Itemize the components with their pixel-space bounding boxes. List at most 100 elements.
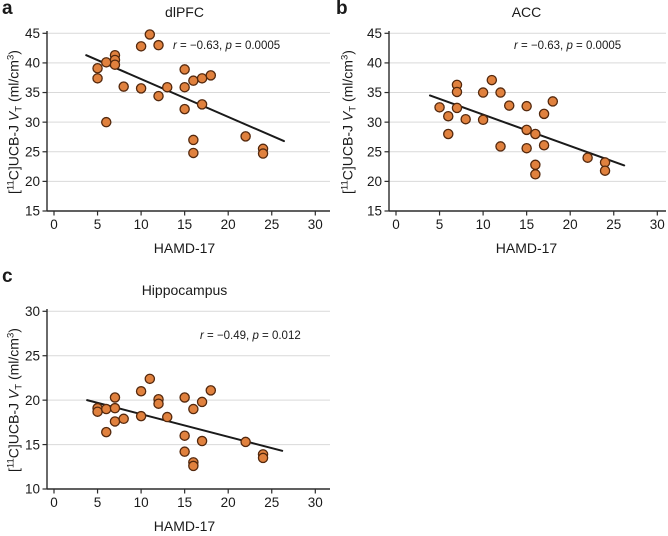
r-value: = −0.63, — [517, 40, 567, 52]
panel-dlpfc: a dlPFC 0 5 10 15 20 25 30 15 20 25 30 35 40 45 r = −… — [0, 0, 334, 268]
y-tick-label: 20 — [25, 393, 40, 408]
x-tick-label: 10 — [134, 495, 149, 510]
data-point — [135, 386, 147, 397]
data-point — [521, 124, 532, 136]
data-point — [179, 392, 190, 403]
label-part: (ml/cm — [339, 60, 356, 106]
label-part: [ — [5, 190, 22, 194]
x-axis-title: HAMD-17 — [153, 240, 216, 256]
data-point — [109, 416, 121, 427]
data-point — [477, 87, 489, 98]
data-point — [495, 87, 506, 98]
data-point — [179, 81, 190, 93]
unit-superscript: 3 — [5, 332, 17, 339]
y-tick-label: 40 — [367, 56, 382, 71]
data-point — [92, 62, 103, 74]
data-point — [188, 460, 199, 472]
data-point — [443, 128, 454, 140]
data-point — [521, 142, 532, 154]
x-tick-label: 0 — [50, 217, 58, 232]
data-point — [135, 41, 147, 52]
x-tick-label: 20 — [221, 217, 236, 232]
y-axis-title: [11C]UCB-J VT (ml/cm3) — [6, 50, 25, 194]
x-tick-label: 25 — [264, 495, 279, 510]
data-point — [451, 102, 463, 114]
chart-title: dlPFC — [165, 4, 204, 20]
panel-letter: c — [2, 266, 13, 287]
data-point — [188, 75, 199, 86]
y-tick-label: 25 — [25, 144, 40, 159]
data-point — [477, 114, 489, 126]
data-point — [161, 81, 173, 93]
data-point — [144, 373, 156, 385]
data-point — [179, 446, 190, 457]
y-tick-label: 20 — [367, 174, 382, 189]
y-tick-label: 25 — [25, 348, 40, 363]
p-symbol: p — [566, 40, 573, 52]
volume-symbol: V — [339, 111, 356, 122]
correlation-annotation: r = −0.63, p = 0.0005 — [173, 40, 280, 52]
x-tick-label: 15 — [519, 217, 534, 232]
data-point — [109, 392, 121, 403]
x-tick-label: 30 — [308, 495, 323, 510]
scatter-plot-svg: 0 5 10 15 20 25 30 15 20 25 30 35 40 45 — [367, 26, 666, 232]
label-part: [ — [5, 468, 22, 472]
data-point — [188, 147, 199, 159]
label-part: ) — [5, 328, 22, 333]
data-point — [503, 100, 515, 111]
data-point — [443, 110, 454, 122]
chart-title: Hippocampus — [141, 282, 228, 298]
x-tick-label: 30 — [650, 217, 665, 232]
x-tick-label: 10 — [134, 217, 149, 232]
data-point — [144, 29, 156, 40]
data-point — [109, 402, 121, 414]
data-point — [257, 452, 269, 464]
y-tick-label: 30 — [25, 304, 40, 319]
x-tick-label: 15 — [177, 217, 192, 232]
data-point — [188, 403, 199, 415]
data-point — [118, 413, 129, 425]
scatter-plot-svg: 0 5 10 15 20 25 30 10 15 20 25 30 — [25, 304, 330, 510]
data-point — [118, 81, 129, 92]
data-point — [495, 141, 506, 152]
data-point — [196, 99, 208, 110]
panel-letter: b — [336, 0, 348, 19]
isotope-superscript: 11 — [5, 458, 17, 469]
p-symbol: p — [252, 330, 259, 342]
scatter-plot-svg: 0 5 10 15 20 25 30 15 20 25 30 35 40 45 — [25, 26, 330, 232]
p-value: = 0.0005 — [231, 40, 281, 52]
x-axis-title: HAMD-17 — [495, 240, 558, 256]
x-tick-label: 25 — [606, 217, 621, 232]
data-point — [153, 90, 164, 102]
data-point — [530, 128, 541, 140]
x-tick-label: 25 — [264, 217, 279, 232]
x-tick-label: 20 — [563, 217, 578, 232]
data-point — [188, 134, 199, 146]
label-part: [ — [339, 190, 356, 194]
label-part: (ml/cm — [5, 60, 22, 106]
label-part: ) — [5, 50, 22, 55]
data-point — [153, 398, 164, 409]
data-point — [538, 140, 550, 151]
y-tick-label: 25 — [367, 144, 382, 159]
data-point — [538, 108, 550, 120]
data-point — [179, 103, 190, 115]
x-tick-label: 30 — [308, 217, 323, 232]
panel-hippocampus: c Hippocampus 0 5 10 15 20 25 30 10 15 20 25 30 r =… — [0, 266, 334, 536]
data-point — [205, 70, 217, 81]
y-tick-label: 40 — [25, 56, 40, 71]
x-axis-title: HAMD-17 — [153, 518, 216, 534]
panel-acc: b ACC 0 5 10 15 20 25 30 15 20 25 30 35 40 45 r = −0.… — [334, 0, 668, 268]
y-tick-label: 30 — [367, 115, 382, 130]
unit-superscript: 3 — [339, 54, 351, 61]
data-point — [521, 100, 532, 112]
x-tick-label: 5 — [436, 217, 444, 232]
p-value: = 0.0005 — [572, 40, 622, 52]
label-part: (ml/cm — [5, 338, 22, 384]
data-point — [92, 73, 103, 84]
chart-title: ACC — [511, 4, 542, 20]
r-value: = −0.49, — [203, 330, 253, 342]
data-point — [135, 83, 147, 94]
data-point — [101, 116, 112, 128]
data-point — [486, 74, 498, 86]
